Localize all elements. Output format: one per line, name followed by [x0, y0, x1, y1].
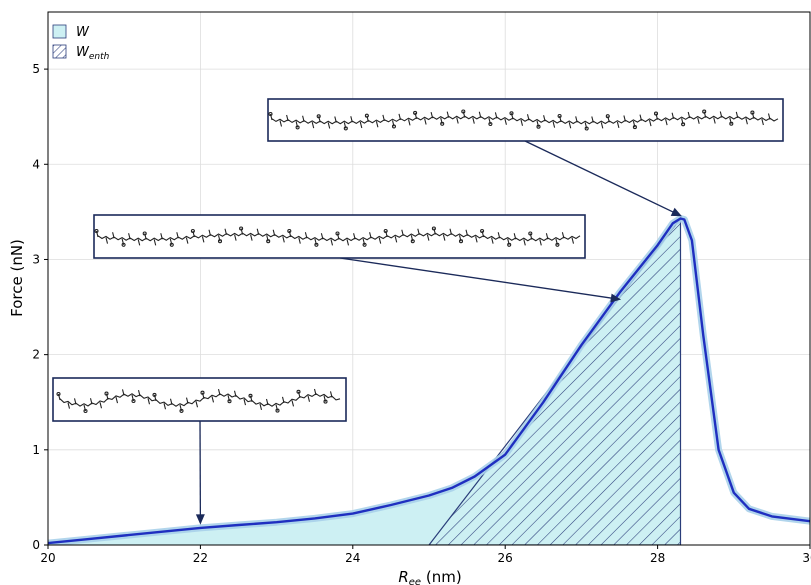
- x-tick-label: 22: [193, 551, 208, 565]
- y-tick-label: 3: [32, 252, 40, 266]
- force-curve: [48, 217, 810, 545]
- plot-frame: [47, 11, 811, 546]
- x-tick-label: 26: [498, 551, 513, 565]
- x-axis-title-unit: (nm): [421, 568, 462, 585]
- polymer-chain-peak-picture: [268, 109, 779, 131]
- x-tick-label: 30: [802, 551, 811, 565]
- legend-label-wenth-subscript: enth: [89, 52, 110, 62]
- y-axis-title: Force (nN): [8, 239, 26, 317]
- y-tick-label: 2: [32, 348, 40, 362]
- legend: W Wenth: [52, 24, 110, 62]
- polymer-chain-mid-picture: [94, 226, 581, 247]
- x-axis-title-symbol: R: [398, 568, 408, 585]
- y-tick-label: 0: [32, 538, 40, 552]
- conformation-inset-peak: [267, 98, 784, 142]
- y-tick-label: 4: [32, 157, 40, 171]
- conformation-inset-mid: [93, 214, 586, 259]
- x-axis-title-subscript: ee: [409, 577, 421, 585]
- legend-label-wenth: Wenth: [76, 45, 110, 62]
- y-tick-label: 5: [32, 62, 40, 76]
- conformation-low-arrowhead: [195, 514, 205, 525]
- conformation-mid-arrow: [339, 257, 620, 300]
- legend-swatch-w: [52, 24, 67, 39]
- conformation-peak-arrowhead: [670, 207, 682, 217]
- y-tick-label: 1: [32, 443, 40, 457]
- legend-swatch-wenth: [52, 44, 67, 59]
- x-tick-label: 24: [345, 551, 360, 565]
- conformation-mid-arrowhead: [610, 293, 622, 303]
- legend-label-w: W: [76, 25, 90, 40]
- x-tick-label: 28: [650, 551, 665, 565]
- conformation-peak-arrow: [524, 140, 681, 217]
- y-axis-ticks: 0 1 2 3 4 5: [32, 62, 48, 552]
- conformation-inset-low: [52, 377, 347, 422]
- x-tick-label: 20: [40, 551, 55, 565]
- x-axis-title: Ree (nm): [398, 568, 461, 585]
- polymer-chain-low-picture: [56, 388, 341, 413]
- annotation-arrows: [195, 140, 682, 525]
- legend-label-wenth-symbol: W: [76, 45, 90, 60]
- x-axis-ticks: 20 22 24 26 28 30: [40, 545, 811, 565]
